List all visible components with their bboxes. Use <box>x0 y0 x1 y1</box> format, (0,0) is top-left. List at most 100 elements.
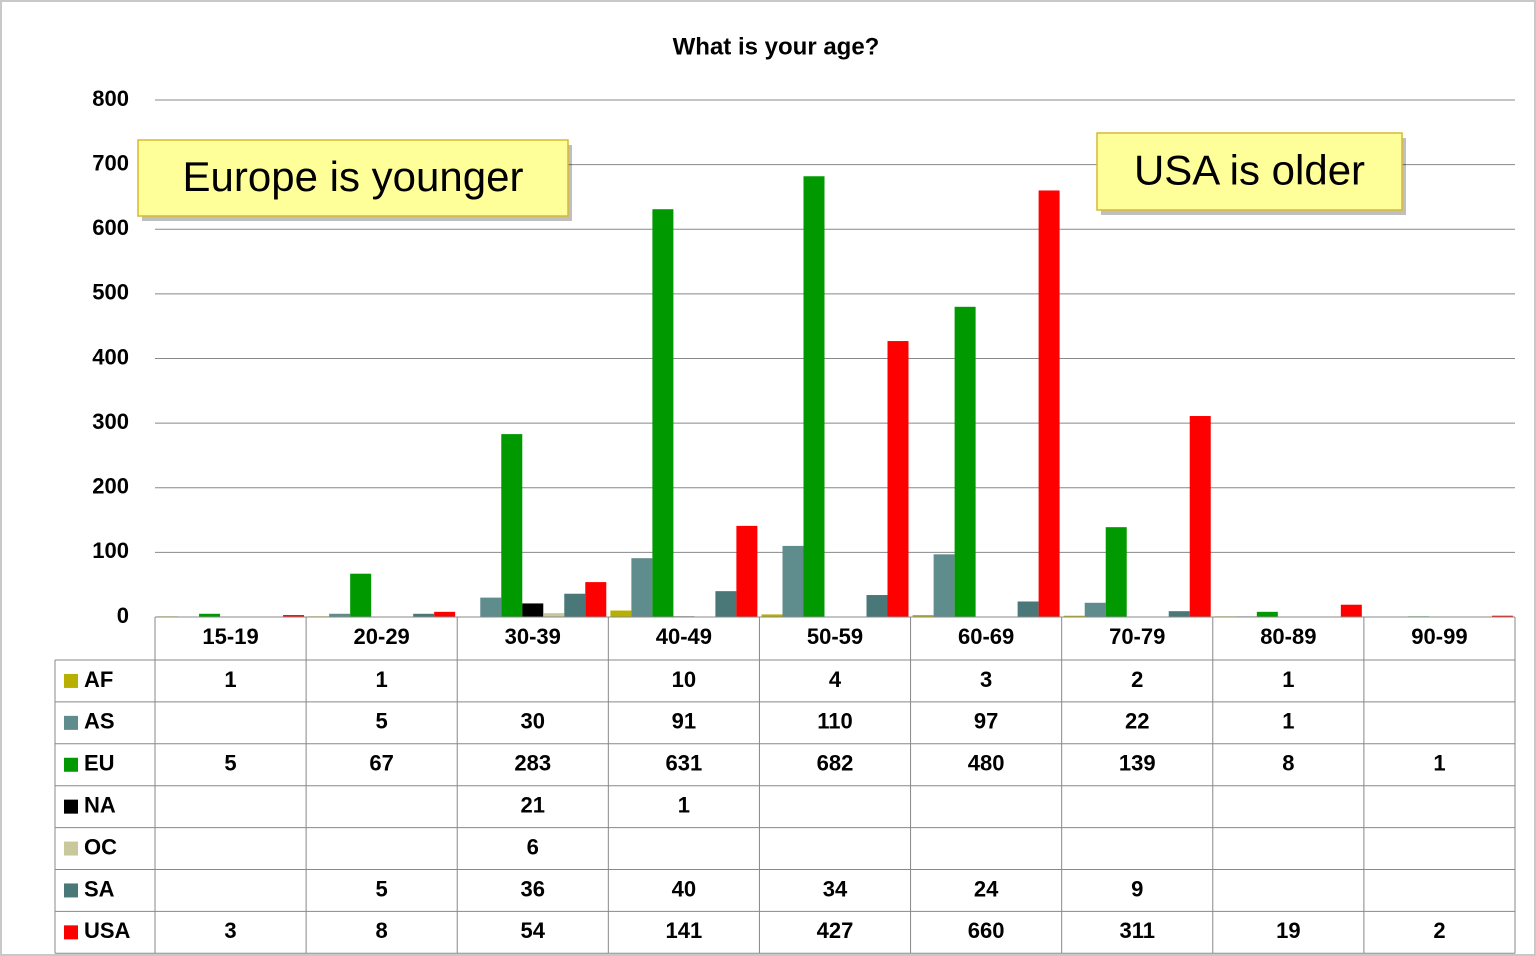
table-value: 660 <box>968 918 1005 943</box>
table-value: 311 <box>1119 918 1155 943</box>
table-value: 21 <box>521 792 545 817</box>
bar <box>887 341 909 617</box>
bar <box>631 558 653 617</box>
bar <box>803 176 825 617</box>
bar <box>1168 611 1190 617</box>
bar <box>1084 602 1106 617</box>
annotation-box <box>137 139 569 217</box>
bar <box>283 615 305 617</box>
legend-swatch <box>64 673 78 688</box>
x-tick-label: 30-39 <box>505 624 561 649</box>
table-value: 5 <box>376 709 388 734</box>
table-value: 139 <box>1119 751 1156 776</box>
bar <box>434 611 456 617</box>
table-value: 110 <box>817 709 853 734</box>
legend-label: USA <box>84 918 131 943</box>
legend-swatch <box>64 925 78 940</box>
legend-label: NA <box>84 792 116 817</box>
x-tick-label: 60-69 <box>958 624 1014 649</box>
table-value: 3 <box>224 918 236 943</box>
table-value: 24 <box>974 876 999 901</box>
legend-swatch <box>64 757 78 772</box>
legend-label: AS <box>84 709 115 734</box>
table-value: 36 <box>521 876 545 901</box>
bar <box>933 554 955 617</box>
bar <box>1038 190 1060 617</box>
annotation: Europe is younger <box>183 153 524 200</box>
bar <box>501 434 523 617</box>
table-value: 91 <box>672 709 696 734</box>
legend-swatch <box>64 841 78 856</box>
table-value: 6 <box>527 834 539 859</box>
table-value: 34 <box>823 876 848 901</box>
x-tick-label: 50-59 <box>807 624 863 649</box>
y-tick-label: 800 <box>92 86 129 111</box>
table-value: 4 <box>829 667 842 692</box>
bar <box>1189 416 1211 617</box>
table-value: 1 <box>678 792 690 817</box>
table-value: 97 <box>974 709 998 734</box>
x-tick-label: 70-79 <box>1109 624 1165 649</box>
bar <box>782 545 804 617</box>
bar <box>329 613 351 617</box>
table-value: 1 <box>1282 709 1294 734</box>
bar <box>1105 527 1127 617</box>
table-value: 8 <box>376 918 388 943</box>
table-value: 3 <box>980 667 992 692</box>
annotation: USA is older <box>1134 147 1365 194</box>
table-value: 5 <box>224 751 236 776</box>
legend-label: EU <box>84 751 115 776</box>
bar <box>715 591 737 617</box>
bar <box>1340 604 1362 617</box>
bar <box>413 613 435 617</box>
table-value: 1 <box>1433 751 1445 776</box>
table-value: 631 <box>666 751 703 776</box>
bar <box>761 614 783 617</box>
table-value: 8 <box>1282 751 1294 776</box>
bar <box>736 525 758 617</box>
x-tick-label: 80-89 <box>1260 624 1316 649</box>
legend-swatch <box>64 799 78 814</box>
y-tick-label: 700 <box>92 150 129 175</box>
table-value: 10 <box>672 667 696 692</box>
table-value: 1 <box>1282 667 1294 692</box>
table-value: 141 <box>666 918 703 943</box>
table-value: 30 <box>521 709 545 734</box>
table-value: 22 <box>1125 709 1149 734</box>
bar <box>1063 615 1085 617</box>
bar <box>1256 611 1278 617</box>
table-value: 427 <box>817 918 854 943</box>
x-tick-label: 15-19 <box>202 624 258 649</box>
legend-label: OC <box>84 834 117 859</box>
y-tick-label: 400 <box>92 344 129 369</box>
table-value: 480 <box>968 751 1005 776</box>
table-value: 2 <box>1433 918 1445 943</box>
y-tick-label: 200 <box>92 474 129 499</box>
table-value: 5 <box>376 876 388 901</box>
bar <box>1017 601 1039 617</box>
bar <box>199 613 221 617</box>
legend-label: AF <box>84 667 113 692</box>
bar <box>543 613 565 617</box>
table-value: 1 <box>376 667 388 692</box>
annotation-box <box>1096 132 1403 211</box>
bar <box>912 615 934 617</box>
table-value: 67 <box>369 751 393 776</box>
y-tick-label: 0 <box>117 603 129 628</box>
bar <box>564 593 586 617</box>
x-tick-label: 40-49 <box>656 624 712 649</box>
bar <box>480 597 502 617</box>
y-tick-label: 300 <box>92 409 129 434</box>
chart-title: What is your age? <box>673 33 880 60</box>
x-tick-label: 90-99 <box>1411 624 1467 649</box>
bar <box>350 573 372 617</box>
table-value: 54 <box>521 918 546 943</box>
legend-swatch <box>64 883 78 898</box>
legend-label: SA <box>84 876 115 901</box>
table-value: 283 <box>514 751 551 776</box>
bar <box>585 582 607 617</box>
bar <box>522 603 544 617</box>
bar <box>866 595 888 617</box>
table-value: 682 <box>817 751 854 776</box>
